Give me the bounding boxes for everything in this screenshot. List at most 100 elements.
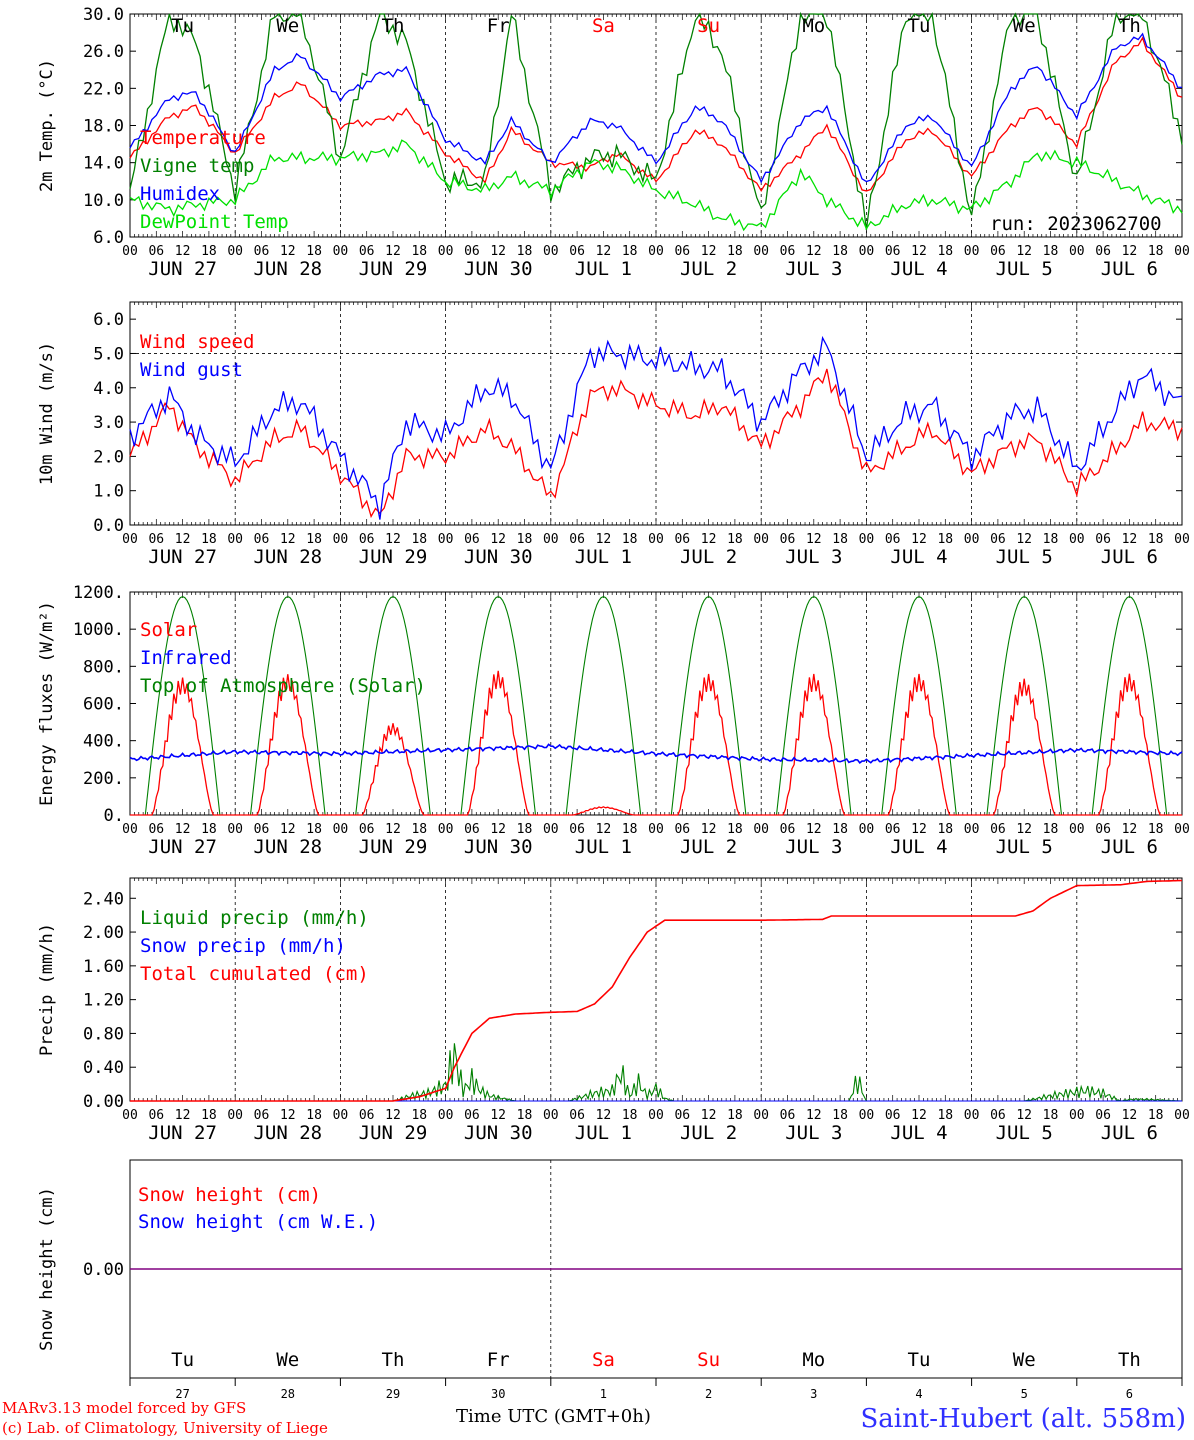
hour-tick-label: 18 [937,244,953,259]
hour-tick-label: 12 [385,1108,401,1123]
hour-tick-label: 06 [464,1108,480,1123]
hour-tick-label: 18 [832,822,848,837]
hour-tick-label: 18 [201,244,217,259]
hour-tick-label: 06 [990,822,1006,837]
hour-tick-label: 12 [911,244,927,259]
y-tick-label: 1.0 [93,482,124,502]
date-label: JUL 2 [680,546,737,568]
date-label: JUN 28 [253,258,322,280]
hour-tick-label: 00 [122,1108,138,1123]
hour-tick-label: 18 [622,244,638,259]
station-name: Saint-Hubert (alt. 558m) [860,1404,1186,1434]
hour-tick-label: 12 [701,532,717,547]
date-label: JUN 29 [359,1122,428,1144]
hour-tick-label: 00 [227,532,243,547]
y-tick-label: 1000. [73,620,124,640]
legend-entry: Total cumulated (cm) [140,963,369,985]
hour-tick-label: 12 [175,822,191,837]
date-label: JUL 3 [785,1122,842,1144]
hour-tick-label: 00 [753,532,769,547]
weekday-label: We [276,1349,299,1371]
hour-tick-label: 12 [806,822,822,837]
weekday-label: Th [382,1349,405,1371]
y-axis-label: Precip (mm/h) [37,923,57,1056]
hour-tick-label: 06 [148,532,164,547]
hour-tick-label: 06 [254,1108,270,1123]
hour-tick-label: 06 [148,822,164,837]
wind-series-line [129,335,1183,520]
hour-tick-label: 12 [701,822,717,837]
legend-entry: Snow precip (mm/h) [140,935,346,957]
day-number-label: 4 [915,1387,922,1400]
hour-tick-label: 18 [832,1108,848,1123]
hour-tick-label: 12 [490,244,506,259]
hour-tick-label: 06 [780,244,796,259]
meteogram: 00 06 12 18 00 06 12 18 00 06 12 18 00 06 12 18 00 06 12 18… [37,5,1190,1400]
y-tick-label: 26.0 [83,42,124,62]
hour-tick-label: 06 [569,532,585,547]
hour-tick-label: 00 [227,244,243,259]
hour-tick-label: 12 [280,822,296,837]
y-tick-label: 0.40 [83,1058,124,1078]
hour-tick-label: 00 [859,1108,875,1123]
hour-tick-label: 00 [333,822,349,837]
weekday-label: Fr [487,15,510,37]
hour-tick-label: 06 [780,532,796,547]
date-label: JUL 2 [680,1122,737,1144]
hour-tick-label: 06 [780,822,796,837]
y-tick-label: 14.0 [83,154,124,174]
hour-tick-label: 18 [411,1108,427,1123]
hour-tick-label: 06 [885,1108,901,1123]
hour-tick-label: 00 [227,822,243,837]
hour-tick-label: 12 [596,532,612,547]
hour-tick-label: 00 [648,244,664,259]
hour-tick-label: 18 [306,1108,322,1123]
weekday-label: Su [697,1349,720,1371]
day-number-label: 28 [281,1387,295,1400]
day-number-label: 3 [810,1387,817,1400]
hour-tick-label: 06 [569,1108,585,1123]
hour-tick-label: 06 [359,1108,375,1123]
panel-frame [129,591,1183,816]
hour-tick-label: 18 [411,532,427,547]
hour-tick-label: 06 [1095,1108,1111,1123]
weekday-label: Tu [171,1349,194,1371]
legend-entry: Wind speed [140,331,254,353]
hour-tick-label: 18 [1043,822,1059,837]
hour-tick-label: 18 [727,532,743,547]
solar-line [130,670,1182,816]
hour-tick-label: 12 [701,1108,717,1123]
weekday-label: Sa [592,15,615,37]
hour-tick-label: 18 [832,532,848,547]
date-label: JUL 6 [1101,1122,1158,1144]
date-label: JUL 5 [996,546,1053,568]
hour-tick-label: 12 [385,532,401,547]
day-number-label: 29 [386,1387,400,1400]
y-tick-label: 200. [83,769,124,789]
hour-tick-label: 00 [1174,244,1190,259]
hour-tick-label: 18 [937,1108,953,1123]
wind-series-line [129,368,1183,519]
panel-frame [129,13,1183,238]
hour-tick-label: 12 [911,822,927,837]
hour-tick-label: 12 [596,244,612,259]
y-axis-label: Energy fluxes (W/m²) [37,601,57,806]
date-label: JUN 27 [148,258,217,280]
hour-tick-label: 06 [1095,244,1111,259]
hour-tick-label: 12 [596,1108,612,1123]
hour-tick-label: 12 [1122,244,1138,259]
hour-tick-label: 06 [254,822,270,837]
hour-tick-label: 12 [1122,822,1138,837]
y-tick-label: 2.00 [83,923,124,943]
hour-tick-label: 06 [885,822,901,837]
hour-tick-label: 18 [937,822,953,837]
legend-entry: Solar [140,619,197,641]
hour-tick-label: 12 [490,822,506,837]
hour-tick-label: 06 [990,532,1006,547]
hour-tick-label: 00 [964,532,980,547]
legend-entry: DewPoint Temp [140,211,289,233]
date-label: JUL 4 [890,546,947,568]
hour-tick-label: 00 [859,822,875,837]
hour-tick-label: 18 [622,532,638,547]
hour-tick-label: 00 [753,1108,769,1123]
